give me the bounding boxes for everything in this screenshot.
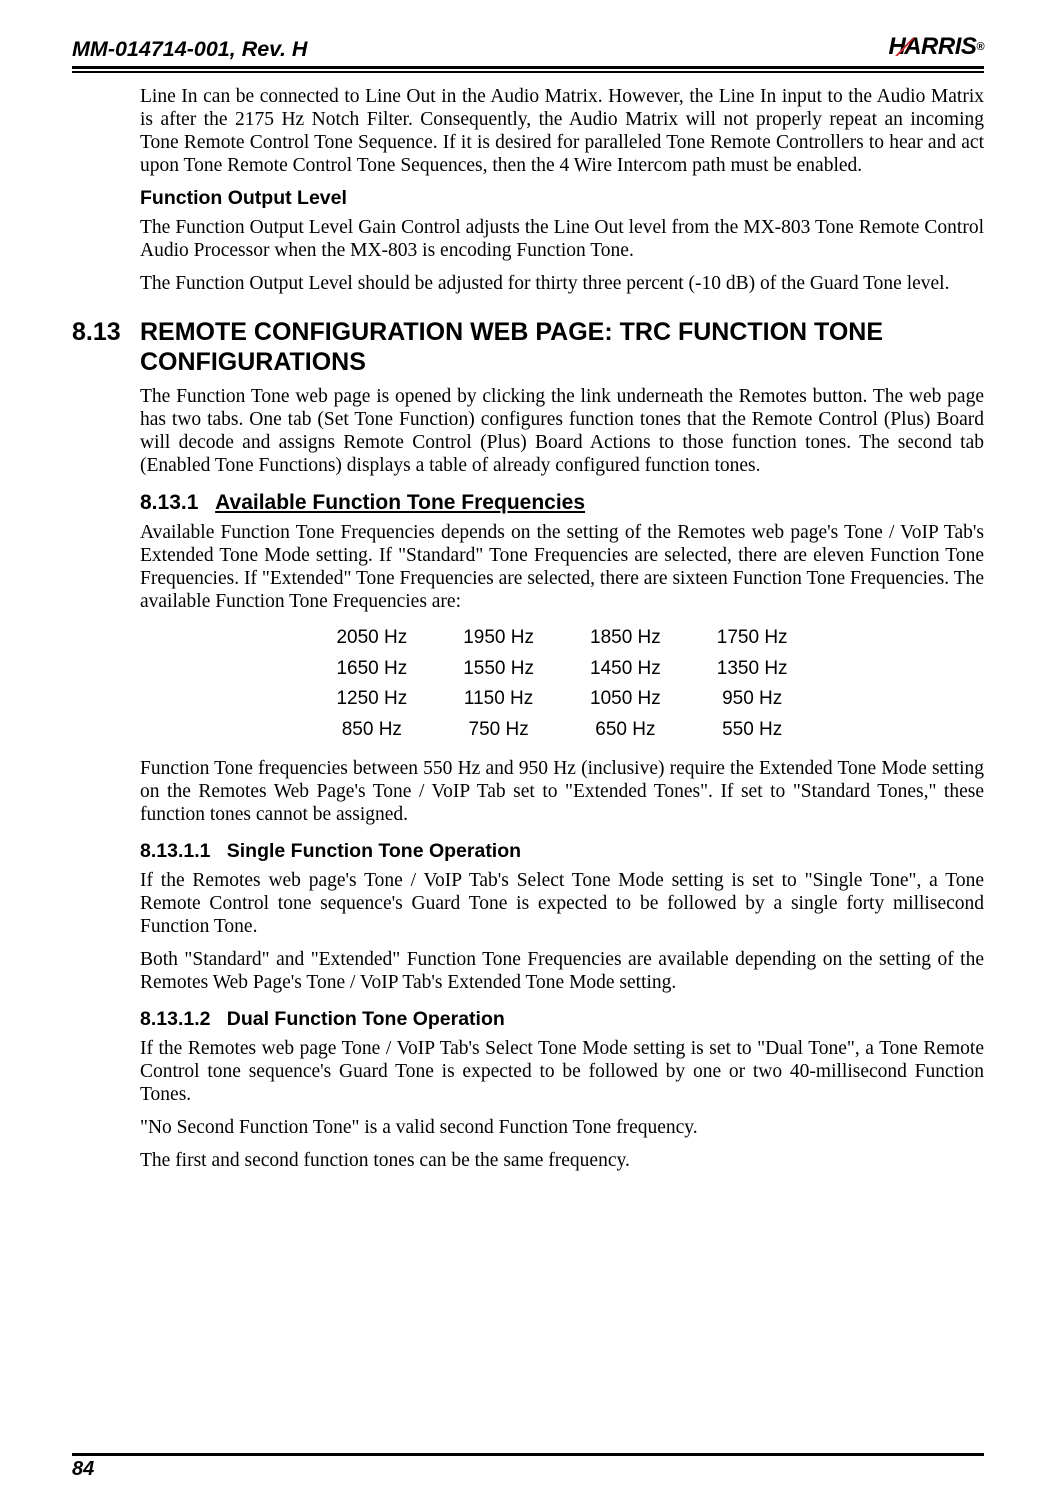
freq-cell: 2050 Hz — [308, 623, 435, 653]
section-8-13-1-2-heading: 8.13.1.2 Dual Function Tone Operation — [140, 1008, 984, 1031]
freq-cell: 850 Hz — [308, 715, 435, 745]
freq-cell: 1750 Hz — [689, 623, 816, 653]
freq-cell: 1050 Hz — [562, 684, 689, 714]
freq-cell: 1250 Hz — [308, 684, 435, 714]
page-footer: 84 — [72, 1453, 984, 1482]
section-8-13-1-2-num: 8.13.1.2 — [140, 1008, 210, 1030]
harris-logo: H ⁄ ARRIS ® — [889, 32, 984, 63]
table-row: 1650 Hz 1550 Hz 1450 Hz 1350 Hz — [308, 654, 815, 684]
section-8-13-1-2-p2: "No Second Function Tone" is a valid sec… — [140, 1116, 984, 1139]
logo-registered: ® — [976, 41, 984, 54]
freq-cell: 1550 Hz — [435, 654, 562, 684]
section-8-13-body: The Function Tone web page is opened by … — [72, 385, 984, 1172]
section-8-13-1-num: 8.13.1 — [140, 491, 198, 514]
doc-id: MM-014714-001, Rev. H — [72, 37, 307, 62]
section-8-13-1-2-p1: If the Remotes web page Tone / VoIP Tab'… — [140, 1037, 984, 1106]
section-8-13-1-1-title: Single Function Tone Operation — [227, 840, 521, 862]
freq-cell: 550 Hz — [689, 715, 816, 745]
footer-rule — [72, 1453, 984, 1456]
table-row: 2050 Hz 1950 Hz 1850 Hz 1750 Hz — [308, 623, 815, 653]
section-8-13-1-1-heading: 8.13.1.1 Single Function Tone Operation — [140, 840, 984, 863]
page-header: MM-014714-001, Rev. H H ⁄ ARRIS ® — [72, 32, 984, 63]
section-8-13-1-heading: 8.13.1 Available Function Tone Frequenci… — [140, 491, 984, 516]
section-8-13-p1: The Function Tone web page is opened by … — [140, 385, 984, 477]
freq-cell: 1350 Hz — [689, 654, 816, 684]
function-output-level-heading: Function Output Level — [140, 187, 984, 210]
function-output-p1: The Function Output Level Gain Control a… — [140, 216, 984, 262]
freq-cell: 650 Hz — [562, 715, 689, 745]
table-row: 1250 Hz 1150 Hz 1050 Hz 950 Hz — [308, 684, 815, 714]
header-rule-thin — [72, 71, 984, 73]
page-number: 84 — [72, 1458, 984, 1482]
content-area: Line In can be connected to Line Out in … — [72, 85, 984, 295]
freq-cell: 1150 Hz — [435, 684, 562, 714]
intro-paragraph: Line In can be connected to Line Out in … — [140, 85, 984, 177]
section-8-13-1-1-p1: If the Remotes web page's Tone / VoIP Ta… — [140, 869, 984, 938]
section-8-13-1-2-title: Dual Function Tone Operation — [227, 1008, 505, 1030]
freq-cell: 1450 Hz — [562, 654, 689, 684]
section-8-13-num: 8.13 — [72, 317, 124, 377]
section-8-13-1-2-p3: The first and second function tones can … — [140, 1149, 984, 1172]
section-8-13-heading: 8.13 REMOTE CONFIGURATION WEB PAGE: TRC … — [72, 317, 984, 377]
logo-part-b: ARRIS — [904, 33, 976, 61]
freq-cell: 750 Hz — [435, 715, 562, 745]
freq-cell: 1650 Hz — [308, 654, 435, 684]
section-8-13-1-1-num: 8.13.1.1 — [140, 840, 210, 862]
section-8-13-title: REMOTE CONFIGURATION WEB PAGE: TRC FUNCT… — [140, 317, 984, 377]
function-output-p2: The Function Output Level should be adju… — [140, 272, 984, 295]
header-rule-thick — [72, 66, 984, 69]
freq-cell: 1850 Hz — [562, 623, 689, 653]
page: MM-014714-001, Rev. H H ⁄ ARRIS ® Line I… — [0, 0, 1056, 1510]
section-8-13-1-title: Available Function Tone Frequencies — [215, 491, 585, 514]
freq-cell: 950 Hz — [689, 684, 816, 714]
frequency-table: 2050 Hz 1950 Hz 1850 Hz 1750 Hz 1650 Hz … — [308, 623, 815, 745]
freq-cell: 1950 Hz — [435, 623, 562, 653]
table-row: 850 Hz 750 Hz 650 Hz 550 Hz — [308, 715, 815, 745]
section-8-13-1-p1: Available Function Tone Frequencies depe… — [140, 521, 984, 613]
section-8-13-1-1-p2: Both "Standard" and "Extended" Function … — [140, 948, 984, 994]
section-8-13-1-p2: Function Tone frequencies between 550 Hz… — [140, 757, 984, 826]
